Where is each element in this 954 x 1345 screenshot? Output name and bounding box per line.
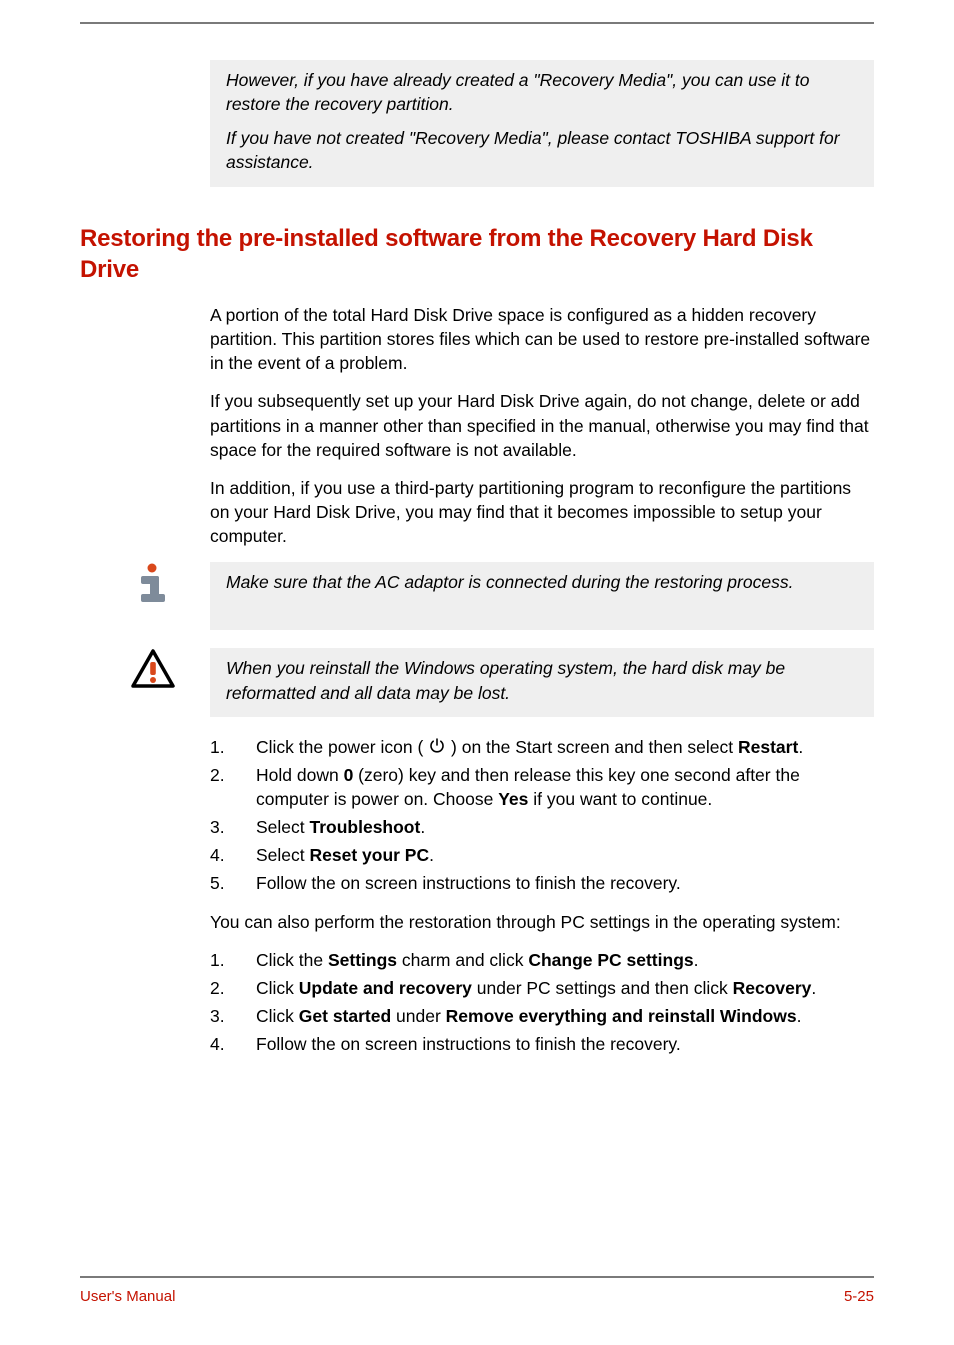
step2-1-a: Click the <box>256 950 328 970</box>
warn-note-row: When you reinstall the Windows operating… <box>80 648 874 716</box>
step2-2-c: under PC settings and then click <box>472 978 733 998</box>
step1-3: Select Troubleshoot. <box>210 815 874 839</box>
body-p2: If you subsequently set up your Hard Dis… <box>210 389 874 461</box>
step1-1-bold: Restart <box>738 737 798 757</box>
step1-2: Hold down 0 (zero) key and then release … <box>210 763 874 811</box>
step1-3-b: Troubleshoot <box>310 817 421 837</box>
step1-3-a: Select <box>256 817 310 837</box>
step1-4-b: Reset your PC <box>310 845 430 865</box>
step2-2-b: Update and recovery <box>299 978 472 998</box>
step2-4: Follow the on screen instructions to fin… <box>210 1032 874 1056</box>
mid-para: You can also perform the restoration thr… <box>210 910 874 934</box>
note-block-top: However, if you have already created a "… <box>210 60 874 187</box>
step2-2-d: Recovery <box>733 978 812 998</box>
step2-1-e: . <box>694 950 699 970</box>
page: However, if you have already created a "… <box>0 0 954 1345</box>
info-icon <box>130 562 172 604</box>
step1-3-c: . <box>420 817 425 837</box>
step2-3-c: under <box>391 1006 445 1026</box>
step1-5: Follow the on screen instructions to fin… <box>210 871 874 895</box>
step1-2-d: Yes <box>498 789 528 809</box>
section-heading: Restoring the pre-installed software fro… <box>80 223 874 285</box>
power-icon <box>428 737 446 755</box>
info-icon-col <box>80 562 210 604</box>
top-rule <box>80 22 874 24</box>
step2-1-c: charm and click <box>397 950 528 970</box>
step1-2-e: if you want to continue. <box>528 789 712 809</box>
note-top-p2: If you have not created "Recovery Media"… <box>226 126 858 174</box>
footer-right: 5-25 <box>844 1288 874 1305</box>
step1-1-end: . <box>798 737 803 757</box>
step2-1-b: Settings <box>328 950 397 970</box>
step2-3-d: Remove everything and reinstall Windows <box>446 1006 797 1026</box>
step1-1: Click the power icon ( ) on the Start sc… <box>210 735 874 759</box>
step1-4-a: Select <box>256 845 310 865</box>
steps-list-1: Click the power icon ( ) on the Start sc… <box>210 735 874 896</box>
step2-3-e: . <box>797 1006 802 1026</box>
step2-3-a: Click <box>256 1006 299 1026</box>
step1-1-pre: Click the power icon ( <box>256 737 428 757</box>
footer-left: User's Manual <box>80 1288 175 1305</box>
warn-icon-col <box>80 648 210 690</box>
warning-icon <box>130 648 176 690</box>
step1-2-a: Hold down <box>256 765 344 785</box>
body-p1: A portion of the total Hard Disk Drive s… <box>210 303 874 375</box>
step2-2-a: Click <box>256 978 299 998</box>
step1-4-c: . <box>429 845 434 865</box>
step1-1-post: ) on the Start screen and then select <box>446 737 738 757</box>
step2-2: Click Update and recovery under PC setti… <box>210 976 874 1000</box>
steps-list-2: Click the Settings charm and click Chang… <box>210 948 874 1057</box>
note-top-p1: However, if you have already created a "… <box>226 68 858 116</box>
page-footer: User's Manual 5-25 <box>80 1276 874 1305</box>
step2-1-d: Change PC settings <box>528 950 693 970</box>
step1-4: Select Reset your PC. <box>210 843 874 867</box>
step2-1: Click the Settings charm and click Chang… <box>210 948 874 972</box>
warn-note-block: When you reinstall the Windows operating… <box>210 648 874 716</box>
info-note-block: Make sure that the AC adaptor is connect… <box>210 562 874 630</box>
step2-3: Click Get started under Remove everythin… <box>210 1004 874 1028</box>
step1-2-b: 0 <box>344 765 354 785</box>
info-note-row: Make sure that the AC adaptor is connect… <box>80 562 874 630</box>
info-note-text: Make sure that the AC adaptor is connect… <box>226 570 858 594</box>
step2-3-b: Get started <box>299 1006 391 1026</box>
warn-note-text: When you reinstall the Windows operating… <box>226 656 858 704</box>
step2-2-e: . <box>811 978 816 998</box>
body-p3: In addition, if you use a third-party pa… <box>210 476 874 548</box>
